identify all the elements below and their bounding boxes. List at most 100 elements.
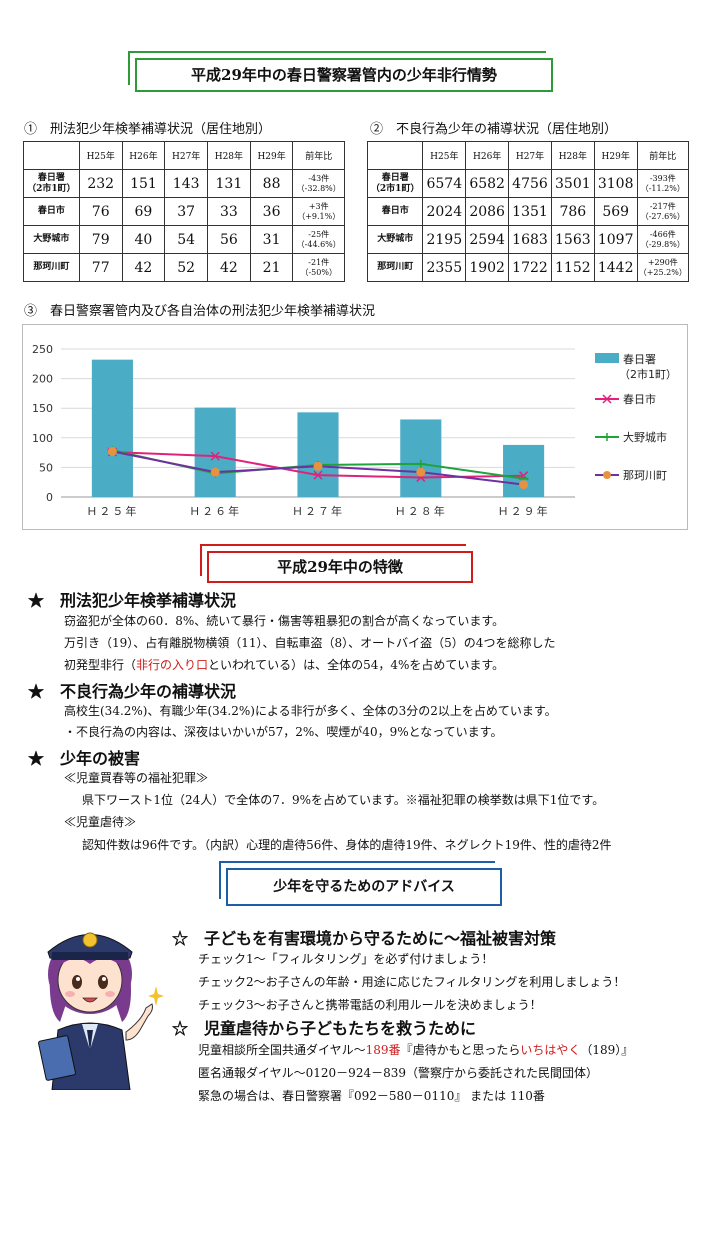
value-cell: 37 (164, 197, 209, 226)
table2-col-0 (366, 141, 424, 170)
legend-marker (603, 471, 611, 479)
advice-2-line-3: 緊急の場合は、春日警察署『092－580－0110』 または 110番 (198, 1089, 545, 1103)
value-cell: 36 (249, 197, 294, 226)
advice-1-line-3: チェック3～お子さんと携帯電話の利用ルールを決めましょう！ (198, 998, 542, 1012)
area-cell: 春日市 (366, 197, 424, 226)
y-tick-label: 100 (32, 432, 53, 445)
value-cell: 54 (164, 225, 209, 254)
feature-3-sub-1-text: 県下ワースト1位（24人）で全体の7．9%を占めています。※福祉犯罪の検挙数は県… (82, 793, 605, 807)
table2-col-1: H25年 (422, 141, 467, 170)
feature-3-sub-1: ≪児童買春等の福祉犯罪≫ (64, 771, 209, 785)
point-marker (210, 451, 220, 461)
area-cell: 春日市 (23, 197, 80, 226)
value-cell: 2355 (422, 253, 467, 282)
value-cell: 79 (78, 225, 123, 254)
table1-col-6: 前年比 (292, 141, 345, 170)
value-cell: 6574 (422, 169, 467, 198)
change-cell: +3件 （+9.1%） (292, 197, 345, 226)
table2-col-6: 前年比 (636, 141, 690, 170)
change-cell: -393件 （-11.2%） (636, 169, 690, 198)
area-cell: 大野城市 (23, 225, 80, 254)
point-marker (107, 446, 117, 456)
point-marker (416, 467, 426, 477)
value-cell: 1683 (508, 225, 552, 254)
y-tick-label: 250 (32, 343, 53, 356)
table1-col-3: H27年 (164, 141, 209, 170)
table2-col-3: H27年 (508, 141, 552, 170)
advice-title-text: 少年を守るためのアドバイス (273, 879, 455, 895)
advice-2-line-1-pre: 児童相談所全国共通ダイヤル～ (198, 1043, 366, 1057)
table-row: 那珂川町 77 42 52 42 21 -21件 （-50%） (23, 253, 345, 282)
y-tick-label: 200 (32, 373, 53, 386)
table1-col-4: H28年 (207, 141, 251, 170)
table-row: 春日市 76 69 37 33 36 +3件 （+9.1%） (23, 197, 345, 226)
chart-heading: ③ 春日警察署管内及び各自治体の刑法犯少年検挙補導状況 (24, 304, 376, 319)
advice-2-hotline-189: 189番 (365, 1043, 401, 1057)
feature-2-line-2: ・不良行為の内容は、深夜はいかいが57，2%、喫煙が40，9%となっています。 (64, 725, 503, 739)
table1-col-0 (23, 141, 80, 170)
table1-col-1: H25年 (78, 141, 123, 170)
area-cell: 那珂川町 (366, 253, 424, 282)
table-row: 春日署 （2市1町） 232 151 143 131 88 -43件 （-32.… (23, 169, 345, 198)
value-cell: 786 (550, 197, 595, 226)
value-cell: 88 (249, 169, 294, 198)
value-cell: 143 (164, 169, 209, 198)
area-cell: 那珂川町 (23, 253, 80, 282)
bar (194, 407, 236, 497)
table1-col-2: H26年 (121, 141, 166, 170)
value-cell: 1442 (593, 253, 638, 282)
bar (297, 412, 339, 497)
advice-2-line-1-post: （189）』 (580, 1043, 634, 1057)
value-cell: 1152 (550, 253, 595, 282)
value-cell: 69 (121, 197, 166, 226)
y-tick-label: 0 (46, 491, 53, 504)
chart-svg: 0 50 100 150 200 250 Ｈ２５年 Ｈ２６年 Ｈ２７年 Ｈ２８年 Ｈ２９年 春日署（2… (32, 343, 677, 518)
feature-3-sub-2: ≪児童虐待≫ (64, 815, 137, 829)
page-title-text: 平成29年中の春日警察署管内の少年非行情勢 (191, 66, 497, 84)
feature-1-line-3-post: といわれている）は、全体の54，4%を占めています。 (208, 658, 505, 672)
x-tick-label: Ｈ２８年 (395, 504, 447, 518)
change-cell: -43件 （-32.8%） (292, 169, 345, 198)
bar (91, 359, 133, 497)
feature-1-line-2: 万引き（19）、占有離脱物横領（11）、自転車盗（8）、オートバイ盗（5）の4つ… (64, 636, 556, 650)
legend-label: 大野城市 (623, 430, 667, 444)
advice-1-heading: ☆ 子どもを有害環境から守るために～福祉被害対策 (172, 929, 557, 948)
value-cell: 131 (207, 169, 251, 198)
feature-1-heading: ★ 刑法犯少年検挙補導状況 (28, 591, 237, 610)
table1: H25年 H26年 H27年 H28年 H29年 前年比 春日署 （2市1町） … (23, 141, 345, 282)
change-cell: -21件 （-50%） (292, 253, 345, 282)
x-tick-label: Ｈ２５年 (86, 504, 138, 518)
legend-label: 那珂川町 (623, 469, 667, 482)
value-cell: 42 (207, 253, 251, 282)
table2-col-2: H26年 (465, 141, 510, 170)
table-row: 春日市 2024 2086 1351 786 569 -217件 （-27.6%… (366, 197, 690, 226)
table2-col-5: H29年 (593, 141, 638, 170)
x-tick-label: Ｈ２９年 (498, 504, 550, 518)
value-cell: 76 (78, 197, 123, 226)
value-cell: 1722 (508, 253, 552, 282)
feature-1-line-1: 窃盗犯が全体の60．8%、続いて暴行・傷害等粗暴犯の割合が高くなっています。 (64, 614, 505, 628)
area-cell: 大野城市 (366, 225, 424, 254)
value-cell: 2195 (422, 225, 467, 254)
value-cell: 151 (121, 169, 166, 198)
value-cell: 56 (207, 225, 251, 254)
table2: H25年 H26年 H27年 H28年 H29年 前年比 春日署 （2市1町） … (366, 141, 690, 282)
bar (400, 419, 442, 497)
features-title-text: 平成29年中の特徴 (277, 558, 403, 576)
x-tick-label: Ｈ２７年 (292, 504, 344, 518)
y-tick-label: 50 (39, 461, 53, 474)
point-marker (313, 461, 323, 471)
value-cell: 6582 (465, 169, 510, 198)
advice-2-line-2: 匿名通報ダイヤル～0120－924－839（警察庁から委託された民間団体） (198, 1066, 598, 1080)
value-cell: 1902 (465, 253, 510, 282)
value-cell: 569 (593, 197, 638, 226)
advice-2-ichihayaku: いちはやく (520, 1043, 581, 1057)
bar (503, 444, 545, 497)
value-cell: 31 (249, 225, 294, 254)
feature-1-line-3-red: 非行の入り口 (136, 658, 209, 672)
value-cell: 1097 (593, 225, 638, 254)
value-cell: 3108 (593, 169, 638, 198)
advice-1-line-2: チェック2～お子さんの年齢・用途に応じたフィルタリングを利用しましょう！ (198, 975, 626, 989)
legend-marker (602, 394, 612, 404)
features-title: 平成29年中の特徴 (207, 551, 473, 583)
